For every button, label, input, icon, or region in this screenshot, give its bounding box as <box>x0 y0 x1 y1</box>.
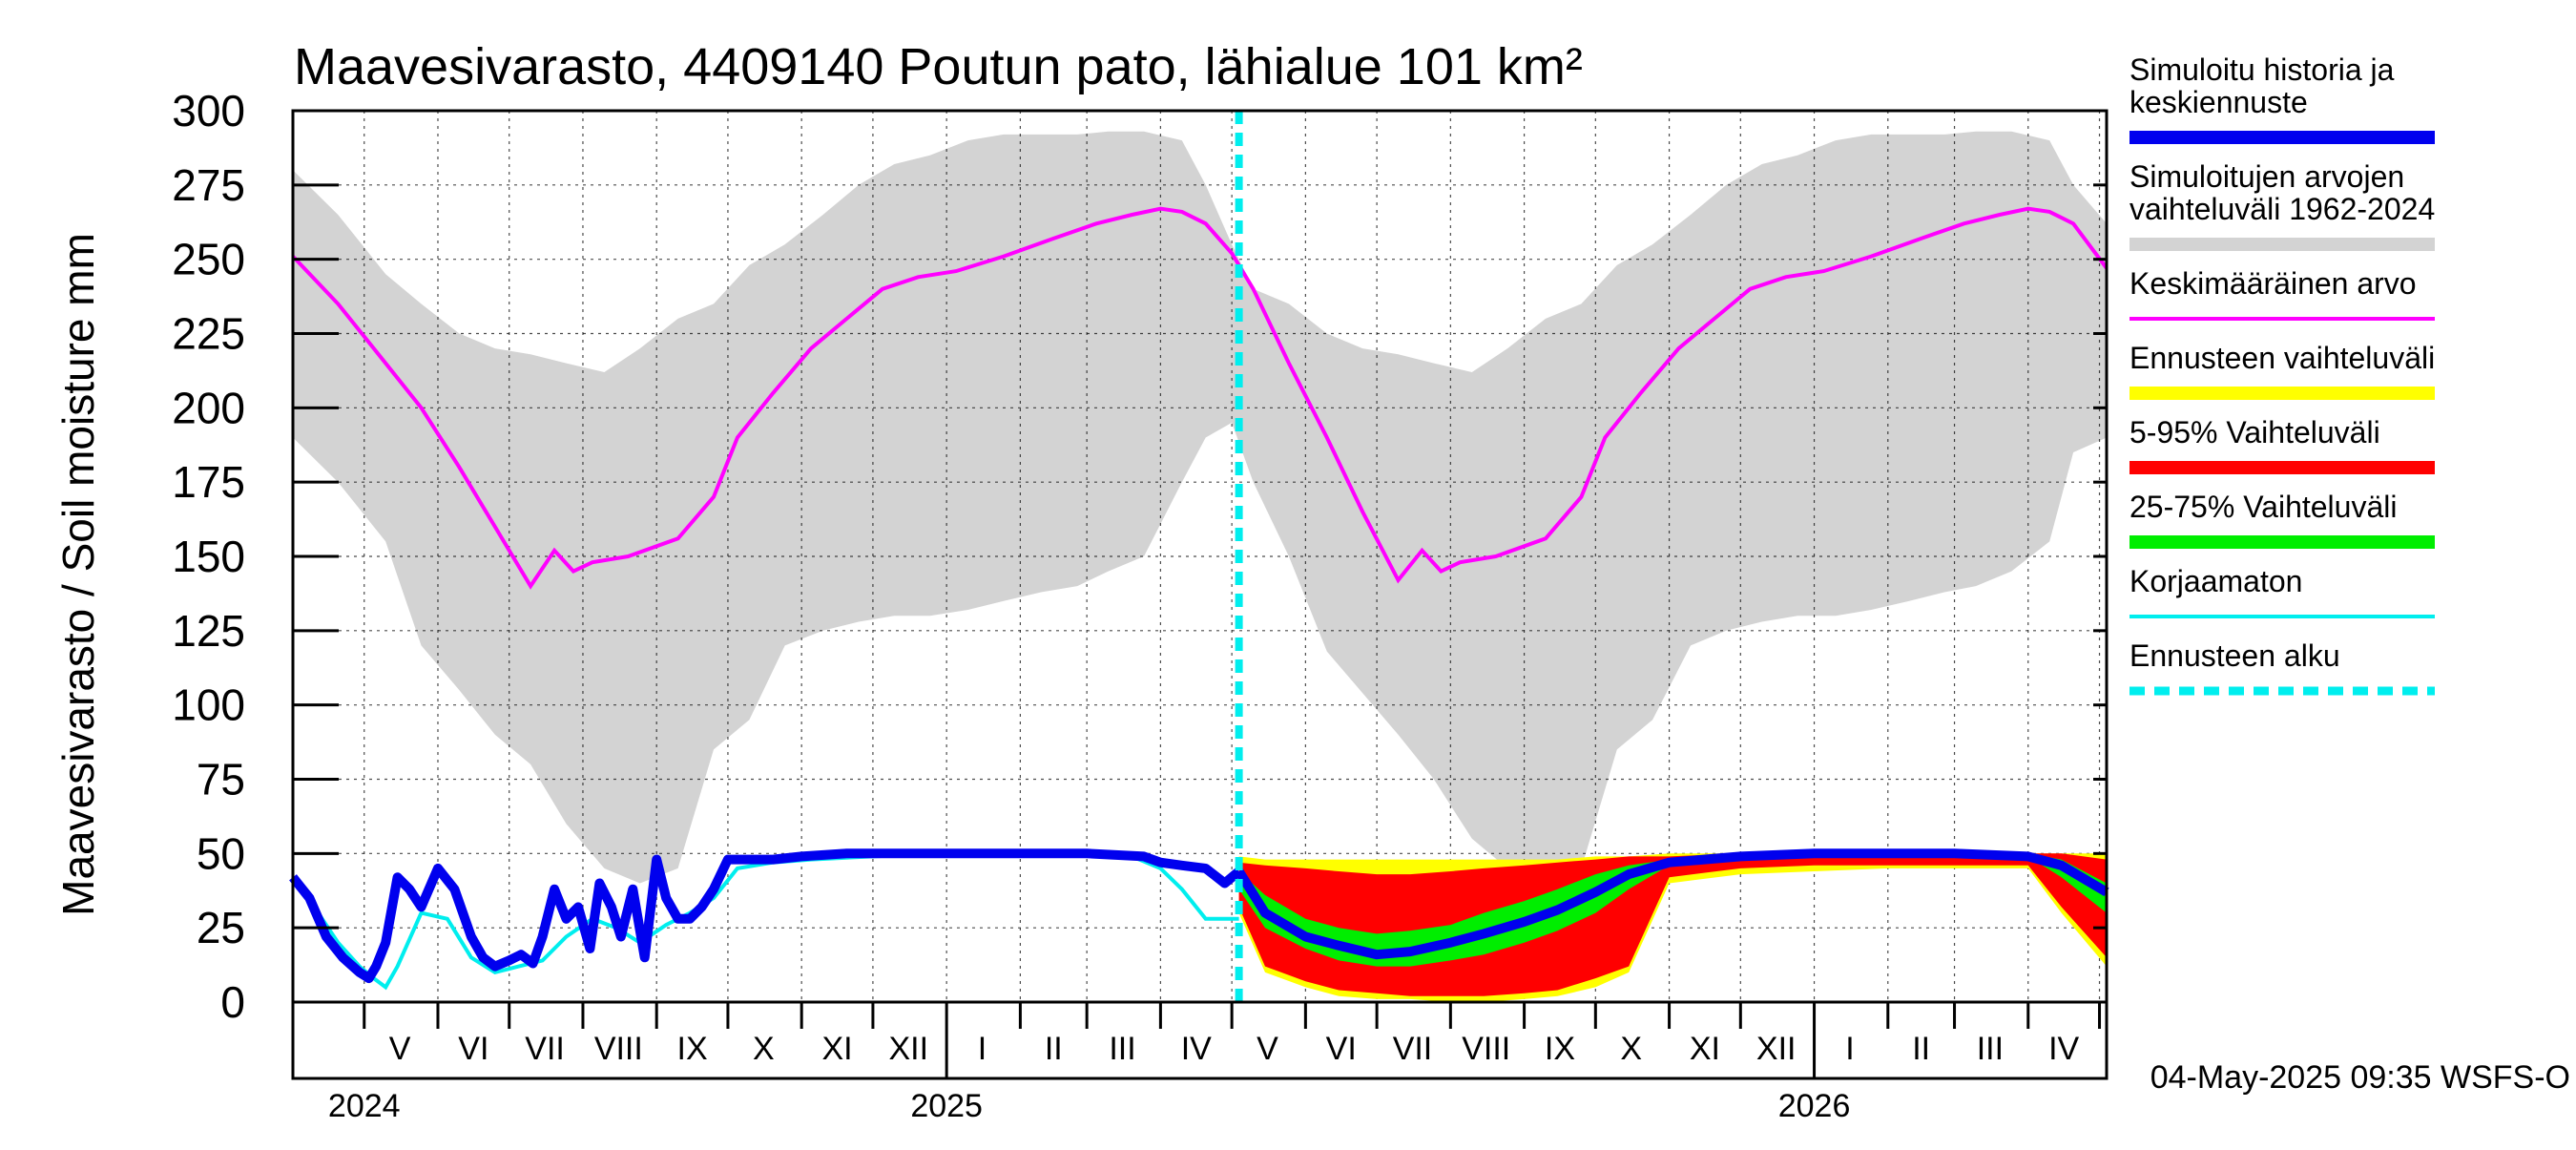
p5-95-band <box>1238 853 2107 996</box>
month-label: IX <box>677 1031 708 1067</box>
month-label: III <box>1109 1031 1135 1067</box>
month-label: III <box>1977 1031 2004 1067</box>
legend-label: Simuloitu historia ja <box>2129 52 2395 87</box>
y-tick-label: 0 <box>220 977 245 1027</box>
month-label: I <box>1845 1031 1854 1067</box>
y-tick-label: 250 <box>172 235 245 284</box>
month-label: V <box>1257 1031 1278 1067</box>
month-label: VI <box>1326 1031 1357 1067</box>
month-label: VII <box>1393 1031 1433 1067</box>
y-tick-label: 225 <box>172 309 245 359</box>
range-band-layer <box>293 131 2107 884</box>
chart-title: Maavesivarasto, 4409140 Poutun pato, läh… <box>294 38 1583 95</box>
y-tick-label: 125 <box>172 606 245 656</box>
y-tick-label: 25 <box>197 903 245 952</box>
legend-label: 25-75% Vaihteluväli <box>2129 490 2397 524</box>
legend-label: Ennusteen vaihteluväli <box>2129 341 2435 375</box>
month-label: XI <box>1690 1031 1720 1067</box>
history-line <box>289 848 1242 984</box>
year-label: 2024 <box>328 1088 401 1124</box>
legend-label: Korjaamaton <box>2129 564 2302 598</box>
month-label: II <box>1045 1031 1063 1067</box>
month-label: X <box>753 1031 775 1067</box>
y-tick-label: 275 <box>172 160 245 210</box>
month-label: XII <box>1756 1031 1797 1067</box>
y-tick-label: 50 <box>197 828 245 878</box>
legend-label: 5-95% Vaihteluväli <box>2129 415 2380 450</box>
month-label: VI <box>458 1031 488 1067</box>
mean-line <box>291 206 2109 590</box>
month-label: XI <box>821 1031 852 1067</box>
line-layer <box>289 111 2109 1002</box>
footer-timestamp: 04-May-2025 09:35 WSFS-O <box>2150 1059 2570 1096</box>
month-label: I <box>978 1031 987 1067</box>
legend-label: vaihteluväli 1962-2024 <box>2129 192 2435 226</box>
legend-label: Ennusteen alku <box>2129 638 2340 673</box>
legend-label: Simuloitujen arvojen <box>2129 159 2404 194</box>
month-label: XII <box>889 1031 929 1067</box>
y-axis-label: Maavesivarasto / Soil moisture mm <box>53 233 103 916</box>
month-label: IV <box>1181 1031 1212 1067</box>
forecast-median-line <box>1235 848 2109 960</box>
y-tick-label: 150 <box>172 532 245 581</box>
y-tick-label: 175 <box>172 457 245 507</box>
range-band <box>293 131 2107 884</box>
month-label: VIII <box>594 1031 643 1067</box>
month-label: II <box>1912 1031 1930 1067</box>
x-axis-band <box>291 1000 2109 1080</box>
month-label: V <box>389 1031 411 1067</box>
y-tick-label: 75 <box>197 755 245 805</box>
legend-label: Keskimääräinen arvo <box>2129 266 2417 301</box>
year-label: 2025 <box>910 1088 983 1124</box>
y-tick-label: 100 <box>172 680 245 730</box>
year-label: 2026 <box>1778 1088 1851 1124</box>
month-label: IV <box>2048 1031 2079 1067</box>
y-tick-label: 300 <box>172 86 245 136</box>
legend-label: keskiennuste <box>2129 85 2308 119</box>
y-tick-label: 200 <box>172 383 245 432</box>
month-label: X <box>1620 1031 1642 1067</box>
month-label: IX <box>1545 1031 1575 1067</box>
forecast-layer <box>1238 853 2107 1002</box>
month-label: VII <box>525 1031 565 1067</box>
month-label: VIII <box>1462 1031 1510 1067</box>
